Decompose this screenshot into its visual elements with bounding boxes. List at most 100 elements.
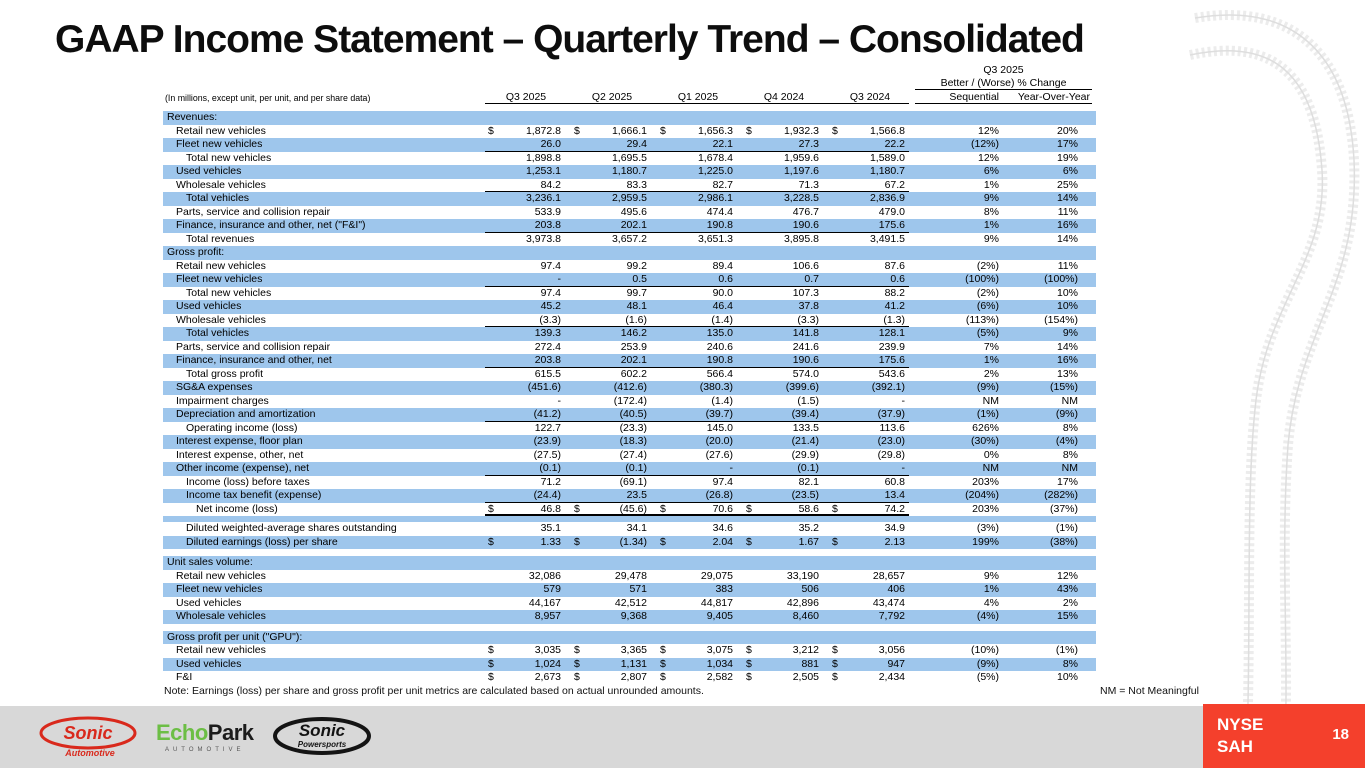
section-row: Revenues: <box>163 111 1096 125</box>
row-label: Retail new vehicles <box>176 124 266 137</box>
value: 128.1 <box>878 327 905 339</box>
value: 1,656.3 <box>697 124 733 137</box>
underline <box>485 191 909 192</box>
value: 272.4 <box>534 340 561 353</box>
value-cell: (23.9) <box>483 435 569 449</box>
yoy-change: 10% <box>1056 671 1078 683</box>
value-cell: 1,898.8 <box>483 152 569 166</box>
value-cell: 88.2 <box>827 287 913 301</box>
value: 203.8 <box>534 354 561 366</box>
value: 42,512 <box>614 596 647 609</box>
value-cell: (172.4) <box>569 395 655 409</box>
value-cell: 26.0 <box>483 138 569 152</box>
value: 474.4 <box>706 205 733 218</box>
change-header-subtitle: Better / (Worse) % Change <box>915 77 1092 90</box>
table-row: Interest expense, other, net (27.5) (27.4)… <box>163 449 1096 463</box>
value-cell: (0.1) <box>741 462 827 476</box>
value-cell: 3,228.5 <box>741 192 827 206</box>
value: 1,566.8 <box>869 124 905 137</box>
echopark-text-green: Echo <box>156 719 208 745</box>
value: 88.2 <box>884 286 905 299</box>
value: - <box>901 462 906 474</box>
value-cell: 175.6 <box>827 354 913 368</box>
value: 141.8 <box>792 327 819 339</box>
table-row: Wholesale vehicles 8,957 9,368 9,405 8,460 7,… <box>163 610 1096 624</box>
value: 70.6 <box>712 502 733 515</box>
value-cell: 89.4 <box>655 260 741 274</box>
value-cell: $3,365 <box>569 644 655 658</box>
units-note: (In millions, except unit, per unit, and… <box>165 93 371 103</box>
value: (27.5) <box>533 448 561 461</box>
value-cell: $2,434 <box>827 671 913 685</box>
value: 84.2 <box>540 178 561 191</box>
value: (0.1) <box>539 462 561 474</box>
row-label: Income tax benefit (expense) <box>186 489 322 501</box>
table-row: Income tax benefit (expense) (24.4) 23.5 (2… <box>163 489 1096 503</box>
financial-table-body: Revenues: Retail new vehicles $1,872.8 $1,6… <box>163 111 1096 685</box>
value: 82.7 <box>712 178 733 191</box>
row-label: Total revenues <box>186 232 255 245</box>
dollar-sign: $ <box>832 657 838 670</box>
yoy-change: (1%) <box>1055 644 1078 656</box>
value-cell: 202.1 <box>569 219 655 233</box>
value-cell: 0.5 <box>569 273 655 287</box>
table-row: Depreciation and amortization (41.2) (40.5… <box>163 408 1096 422</box>
table-row: Total new vehicles 1,898.8 1,695.5 1,678.4 1… <box>163 152 1096 166</box>
row-label: Total vehicles <box>186 327 250 339</box>
echopark-logo: EchoPark AUTOMOTIVE <box>156 719 254 753</box>
value-cell: 203.8 <box>483 354 569 368</box>
value: 202.1 <box>620 219 647 231</box>
value: 41.2 <box>884 300 905 312</box>
dollar-sign: $ <box>488 671 494 683</box>
value: 239.9 <box>878 340 905 353</box>
value-cell: 97.4 <box>483 260 569 274</box>
value: 58.6 <box>798 502 819 515</box>
value-cell: (29.8) <box>827 449 913 463</box>
value-cell: 190.6 <box>741 219 827 233</box>
value-cell: 7,792 <box>827 610 913 624</box>
yoy-change: 6% <box>1062 165 1078 177</box>
value: (23.5) <box>791 489 819 501</box>
value-cell: 2,959.5 <box>569 192 655 206</box>
ticker-text: NYSE SAH <box>1217 714 1263 758</box>
value-cell: 43,474 <box>827 597 913 611</box>
footer-band: Sonic Automotive EchoPark AUTOMOTIVE Son… <box>0 706 1365 768</box>
value-cell: 3,651.3 <box>655 233 741 247</box>
value: 139.3 <box>534 327 561 339</box>
yoy-change: 13% <box>1056 367 1078 380</box>
value-cell: 202.1 <box>569 354 655 368</box>
underline <box>485 366 909 368</box>
table-row: Income (loss) before taxes 71.2 (69.1) 97.4… <box>163 476 1096 490</box>
value-cell: 0.7 <box>741 273 827 287</box>
yoy-change: 14% <box>1056 232 1078 245</box>
value: 881 <box>801 657 819 670</box>
row-label: Interest expense, floor plan <box>176 435 303 447</box>
value: 28,657 <box>872 569 905 582</box>
value-cell: 106.6 <box>741 260 827 274</box>
nm-definition: NM = Not Meaningful <box>1100 685 1199 697</box>
value: 1,024 <box>534 657 561 670</box>
table-row: Diluted weighted-average shares outstand… <box>163 522 1096 536</box>
row-label: Total new vehicles <box>186 286 272 299</box>
value: 383 <box>715 583 733 595</box>
value-cell: (41.2) <box>483 408 569 422</box>
logo-row: Sonic Automotive EchoPark AUTOMOTIVE Son… <box>38 714 372 760</box>
value-cell: 34.1 <box>569 522 655 536</box>
dollar-sign: $ <box>660 535 666 548</box>
row-label: Wholesale vehicles <box>176 313 266 326</box>
value-cell: 107.3 <box>741 287 827 301</box>
value: 253.9 <box>620 340 647 353</box>
yoy-change: 11% <box>1057 259 1078 272</box>
value: 27.3 <box>798 138 819 150</box>
value-cell: 29.4 <box>569 138 655 152</box>
value-cell: (1.3) <box>827 314 913 328</box>
sequential-change: 12% <box>977 151 999 164</box>
value-cell: 46.4 <box>655 300 741 314</box>
table-row: Total vehicles 3,236.1 2,959.5 2,986.1 3,228… <box>163 192 1096 206</box>
value-cell: (23.5) <box>741 489 827 503</box>
sequential-change: (5%) <box>976 327 999 339</box>
value: 3,973.8 <box>525 232 561 245</box>
value-cell: 34.9 <box>827 522 913 536</box>
value-cell: 139.3 <box>483 327 569 341</box>
sequential-change: 8% <box>983 205 999 218</box>
